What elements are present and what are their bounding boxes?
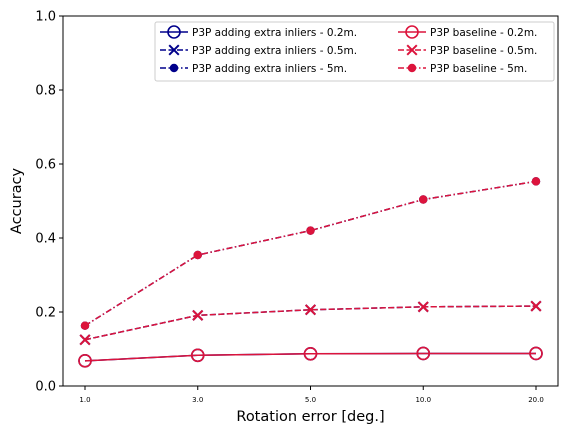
- legend: P3P adding extra inliers - 0.2m. P3P addi…: [154, 21, 555, 82]
- y-tick-label: 0.4: [35, 232, 56, 247]
- data-point: [79, 334, 91, 346]
- data-point: [530, 300, 542, 312]
- legend-item-1: P3P adding extra inliers - 0.2m.: [160, 25, 357, 39]
- marker-stroke: [192, 309, 204, 321]
- legend-label: P3P adding extra inliers - 5m.: [192, 63, 347, 75]
- legend-label: P3P baseline - 0.2m.: [430, 27, 537, 39]
- data-point: [531, 177, 541, 186]
- data-point: [303, 347, 318, 361]
- series-line: [84, 305, 537, 341]
- series-line: [84, 352, 536, 362]
- x-tick-label: 5.0: [305, 396, 316, 404]
- legend-marker: [169, 63, 179, 73]
- data-point: [306, 226, 315, 235]
- legend-marker: [406, 44, 418, 56]
- series-6: [80, 177, 541, 330]
- legend-item-4: P3P baseline - 0.2m.: [398, 25, 537, 39]
- data-point: [78, 354, 92, 368]
- y-tick-label: 0.8: [35, 84, 56, 99]
- data-point: [416, 346, 431, 361]
- legend-marker: [168, 44, 180, 56]
- legend-label: P3P baseline - 5m.: [430, 63, 527, 75]
- x-tick-label: 1.0: [79, 396, 90, 404]
- legend-label: P3P adding extra inliers - 0.2m.: [192, 27, 357, 39]
- legend-item-2: P3P adding extra inliers - 0.5m.: [160, 44, 357, 57]
- data-point: [417, 301, 429, 313]
- marker-stroke: [406, 44, 418, 56]
- series-line: [84, 180, 537, 327]
- legend-marker: [167, 25, 181, 39]
- legend-label: P3P adding extra inliers - 0.5m.: [192, 45, 357, 57]
- y-tick-label: 0.2: [35, 306, 56, 321]
- series-3: [80, 177, 541, 330]
- y-tick-label: 0.6: [35, 158, 56, 173]
- x-axis-title: Rotation error [deg.]: [236, 409, 384, 425]
- data-point: [419, 195, 428, 204]
- y-axis-title: Accuracy: [9, 167, 25, 234]
- legend-item-3: P3P adding extra inliers - 5m.: [160, 63, 347, 75]
- marker-stroke: [168, 44, 180, 56]
- marker-stroke: [417, 301, 429, 313]
- marker-stroke: [304, 304, 317, 316]
- data-point: [529, 346, 543, 361]
- series-2: [79, 300, 542, 346]
- marker-stroke: [530, 300, 542, 312]
- x-tick-label: 10.0: [415, 396, 431, 404]
- marker-stroke: [79, 334, 91, 346]
- legend-marker: [407, 63, 417, 73]
- data-point: [304, 304, 317, 316]
- legend-item-5: P3P baseline - 0.5m.: [398, 44, 537, 57]
- series-line: [84, 180, 537, 327]
- axes-layer: 0.0 0.2 0.4 0.6 0.8 1.0 1.0 3.0 5.0 10.0 20.0: [35, 10, 543, 405]
- legend-frame: [154, 21, 555, 82]
- x-tick-label: 3.0: [192, 396, 203, 404]
- data-point: [193, 250, 202, 260]
- data-point: [80, 321, 90, 330]
- legend-label: P3P baseline - 0.5m.: [430, 45, 537, 57]
- data-point: [192, 309, 204, 321]
- data-point: [190, 348, 205, 363]
- legend-item-6: P3P baseline - 5m.: [398, 63, 527, 75]
- y-tick-label: 0.0: [35, 380, 56, 395]
- series-5: [79, 300, 542, 346]
- legend-marker: [405, 25, 419, 39]
- x-tick-label: 20.0: [528, 396, 544, 404]
- plot-layer: [78, 177, 543, 368]
- series-4: [78, 346, 543, 368]
- y-tick-label: 1.0: [35, 10, 56, 25]
